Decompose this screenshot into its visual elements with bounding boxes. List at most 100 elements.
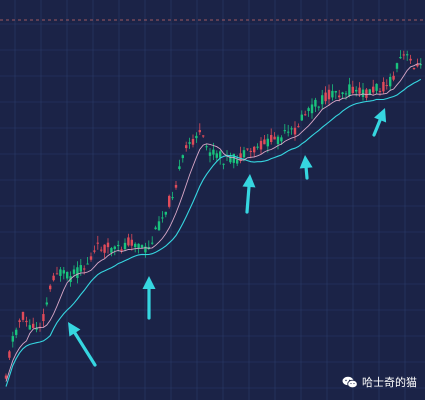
candle-down bbox=[18, 318, 21, 328]
candle-up bbox=[140, 244, 144, 249]
candle-up bbox=[310, 98, 314, 119]
candle-up bbox=[164, 211, 167, 218]
candle-down bbox=[351, 80, 354, 95]
candle-down bbox=[127, 233, 130, 247]
candle-up bbox=[15, 327, 18, 339]
candle-up bbox=[59, 266, 62, 282]
candle-down bbox=[327, 84, 331, 106]
ma-line-slow bbox=[5, 63, 421, 382]
candle-down bbox=[416, 58, 419, 68]
candle-down bbox=[4, 373, 8, 380]
candle-up bbox=[314, 97, 317, 112]
arrows bbox=[68, 108, 387, 367]
candle-up bbox=[395, 62, 399, 73]
candle-up bbox=[219, 150, 222, 165]
candle-up bbox=[321, 89, 324, 110]
candle-down bbox=[270, 128, 273, 145]
candle-down bbox=[409, 54, 412, 64]
candle-up bbox=[280, 135, 283, 146]
candle-down bbox=[382, 77, 385, 94]
candle-up bbox=[181, 154, 184, 163]
candle-up bbox=[66, 271, 69, 281]
candle-up bbox=[161, 211, 164, 223]
watermark: 哈士奇的猫 bbox=[342, 374, 417, 390]
candle-up bbox=[215, 150, 218, 162]
candle-down bbox=[358, 82, 361, 97]
candle-down bbox=[120, 246, 123, 254]
candle-down bbox=[372, 79, 375, 95]
annotation-arrow bbox=[299, 155, 313, 180]
candle-down bbox=[293, 121, 297, 141]
candle-up bbox=[419, 58, 422, 69]
candle-down bbox=[253, 145, 256, 158]
candle-down bbox=[259, 137, 263, 155]
candle-up bbox=[72, 265, 76, 278]
candle-down bbox=[42, 308, 45, 327]
candle-down bbox=[52, 272, 55, 282]
candle-up bbox=[331, 84, 334, 101]
candle-down bbox=[263, 135, 266, 145]
candle-down bbox=[106, 238, 110, 254]
candle-up bbox=[110, 246, 113, 257]
candle-up bbox=[171, 191, 174, 201]
candle-down bbox=[89, 252, 93, 262]
candle-up bbox=[45, 297, 48, 307]
candle-down bbox=[304, 110, 307, 116]
candle-up bbox=[283, 124, 286, 134]
candle-down bbox=[174, 181, 178, 190]
candle-down bbox=[365, 87, 368, 101]
candle-down bbox=[239, 146, 242, 164]
candle-down bbox=[412, 67, 416, 70]
candle-down bbox=[273, 132, 276, 140]
candle-down bbox=[392, 71, 395, 82]
candle-up bbox=[287, 124, 290, 137]
candle-down bbox=[198, 123, 201, 136]
annotation-arrow bbox=[68, 322, 97, 367]
candle-up bbox=[361, 82, 365, 101]
annotation-arrow bbox=[242, 174, 256, 214]
candle-up bbox=[205, 144, 208, 151]
candle-down bbox=[385, 79, 388, 90]
candle-down bbox=[324, 86, 327, 105]
candle-up bbox=[144, 242, 147, 258]
candle-down bbox=[93, 245, 96, 254]
candle-down bbox=[55, 266, 59, 275]
candle-down bbox=[8, 349, 11, 361]
annotation-arrow bbox=[372, 108, 387, 137]
candle-up bbox=[222, 163, 225, 170]
candle-up bbox=[151, 236, 154, 245]
candle-up bbox=[134, 242, 137, 253]
candle-down bbox=[130, 233, 133, 251]
candle-down bbox=[49, 284, 52, 292]
candles bbox=[4, 50, 422, 380]
candle-down bbox=[402, 50, 405, 60]
ma-line-fast bbox=[5, 78, 422, 387]
candle-up bbox=[154, 225, 157, 230]
candle-up bbox=[76, 261, 79, 284]
candle-up bbox=[317, 105, 320, 111]
candle-down bbox=[96, 235, 99, 250]
candle-up bbox=[157, 216, 161, 231]
candle-up bbox=[35, 321, 38, 333]
watermark-text: 哈士奇的猫 bbox=[362, 376, 417, 389]
candle-up bbox=[399, 50, 402, 59]
candle-down bbox=[21, 311, 25, 323]
candle-up bbox=[86, 257, 89, 265]
candle-up bbox=[28, 319, 31, 330]
candle-up bbox=[195, 132, 198, 143]
candle-down bbox=[249, 148, 252, 159]
annotation-arrow bbox=[142, 276, 156, 320]
candle-up bbox=[117, 240, 120, 252]
candle-up bbox=[178, 159, 181, 171]
wechat-icon bbox=[342, 376, 358, 388]
candle-up bbox=[389, 73, 392, 91]
candle-up bbox=[229, 152, 232, 164]
moving-averages bbox=[5, 63, 422, 387]
candle-up bbox=[266, 133, 269, 153]
candle-down bbox=[338, 89, 341, 102]
candle-up bbox=[188, 137, 191, 149]
candle-up bbox=[290, 126, 293, 135]
